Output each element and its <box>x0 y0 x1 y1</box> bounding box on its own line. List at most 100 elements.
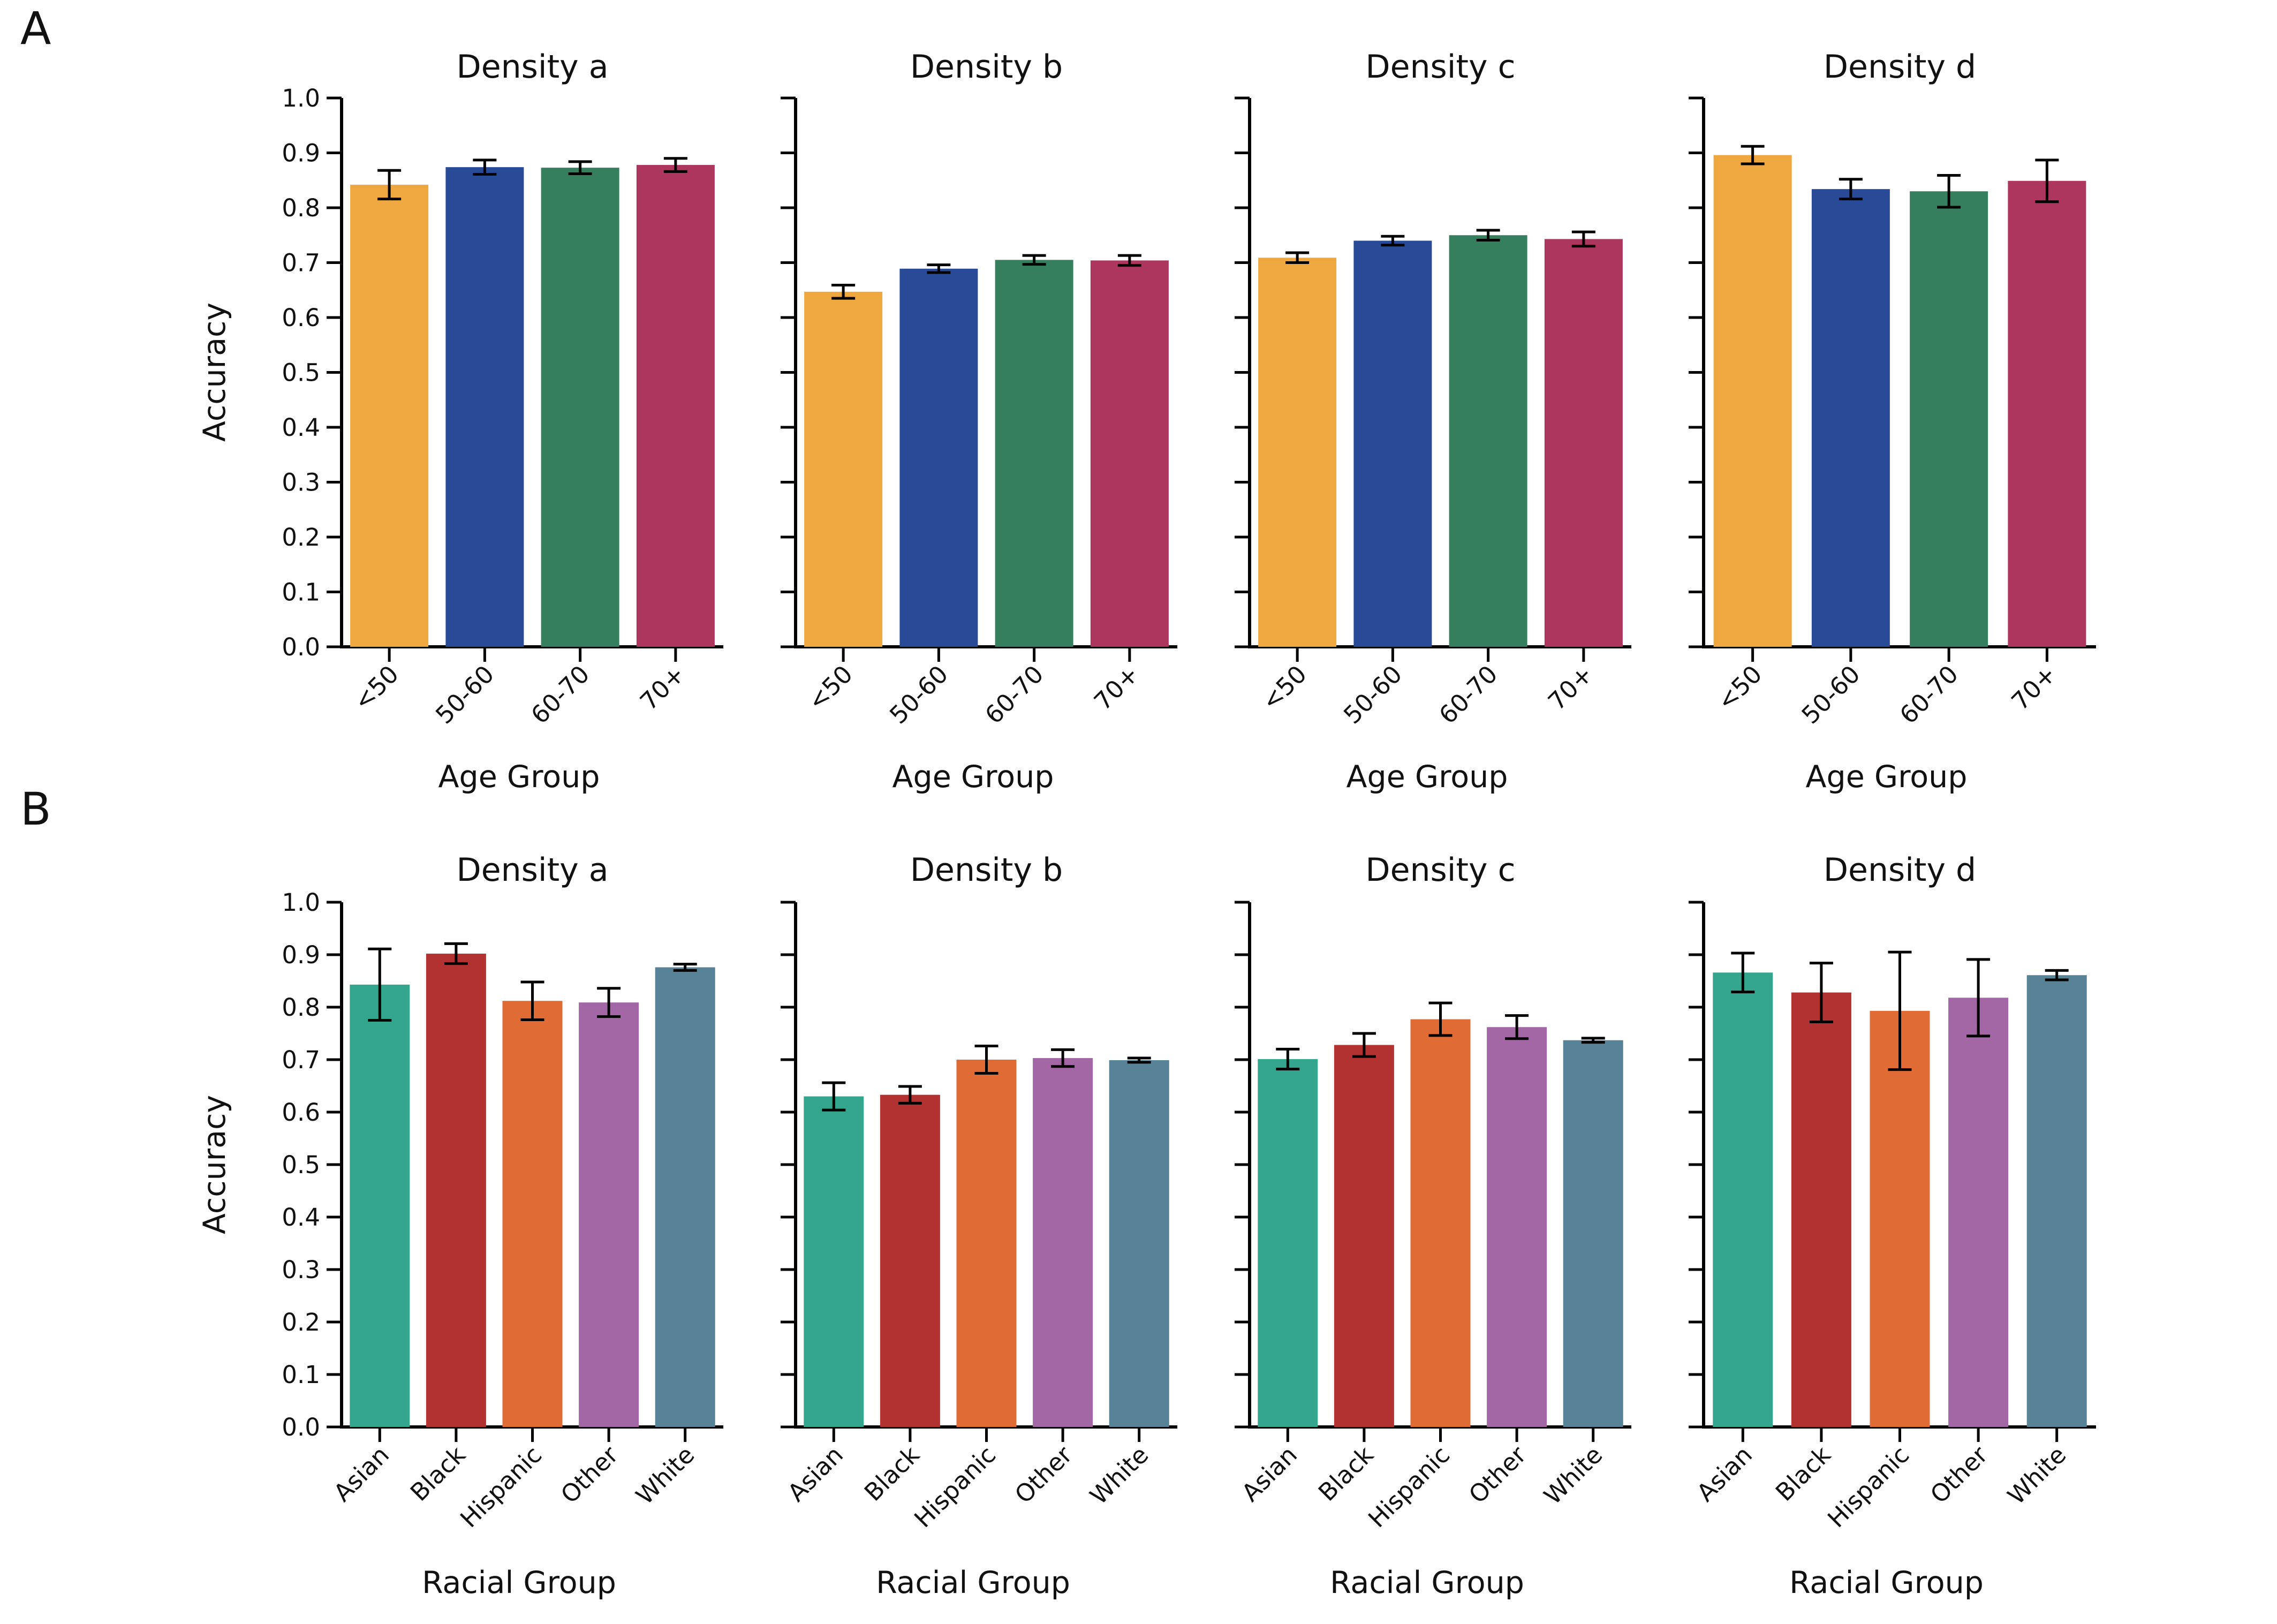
y-tick-label: 0.3 <box>282 1256 320 1284</box>
bar <box>579 1002 639 1427</box>
bar <box>1544 239 1623 647</box>
bar <box>350 184 429 647</box>
subplot-A-2: Density b <50 50-60 60-70 70+ Age Group <box>781 48 1177 795</box>
subplot-title: Density d <box>1824 851 1976 889</box>
y-tick-label: 0.8 <box>282 194 320 222</box>
x-tick-label: Hispanic <box>1363 1440 1455 1533</box>
x-axis-title: Racial Group <box>876 1565 1070 1600</box>
x-axis-title: Age Group <box>1346 759 1508 795</box>
x-axis-title: Racial Group <box>1330 1565 1524 1600</box>
x-tick-label: White <box>1084 1440 1154 1510</box>
bar <box>899 268 978 647</box>
bar <box>655 967 715 1427</box>
chart-root: A Accuracy Density a 0.0 0.1 0.2 0.3 0.4 0.5 0.6 0… <box>20 2 2096 1600</box>
bar <box>426 954 486 1427</box>
x-tick-label: Hispanic <box>455 1440 547 1533</box>
bar <box>502 1001 563 1427</box>
y-tick-label: 0.9 <box>282 139 320 168</box>
subplot-title: Density b <box>910 851 1063 889</box>
y-tick-label: 0.5 <box>282 359 320 387</box>
bar <box>804 1096 864 1427</box>
x-tick-label: White <box>630 1440 700 1510</box>
x-tick-label: Black <box>1770 1440 1836 1507</box>
x-tick-label: Black <box>405 1440 471 1507</box>
x-tick-label: 60-70 <box>979 660 1049 729</box>
panel-letter: B <box>20 783 51 835</box>
x-tick-label: 60-70 <box>1894 660 1964 729</box>
x-tick-label: Other <box>1009 1440 1078 1509</box>
subplot-A-3: Density c <50 50-60 60-70 70+ Age Group <box>1235 48 1631 795</box>
x-tick-label: Other <box>1463 1440 1532 1509</box>
bar <box>1449 235 1527 647</box>
bar <box>1713 972 1773 1427</box>
y-tick-label: 0.6 <box>282 1098 320 1127</box>
y-tick-label: 0.0 <box>282 1413 320 1441</box>
bar <box>541 168 619 647</box>
bar <box>1033 1058 1093 1427</box>
x-axis-title: Age Group <box>892 759 1054 795</box>
y-tick-label: 0.7 <box>282 1046 320 1074</box>
y-tick-label: 0.1 <box>282 1361 320 1389</box>
x-tick-label: 70+ <box>1542 660 1599 716</box>
x-tick-label: Asian <box>1691 1440 1758 1507</box>
x-tick-label: 50-60 <box>430 660 500 729</box>
x-axis-title: Racial Group <box>422 1565 616 1600</box>
bar <box>2026 975 2087 1427</box>
x-tick-label: 50-60 <box>884 660 954 729</box>
bar <box>956 1060 1017 1427</box>
x-tick-label: <50 <box>1712 660 1768 716</box>
y-tick-label: 0.2 <box>282 523 320 552</box>
subplot-title: Density a <box>457 48 609 86</box>
bar <box>350 984 410 1427</box>
y-tick-label: 0.4 <box>282 413 320 442</box>
y-tick-label: 1.0 <box>282 84 320 112</box>
y-tick-label: 0.3 <box>282 469 320 497</box>
y-axis-title: Accuracy <box>197 303 232 442</box>
bar <box>1258 258 1337 647</box>
bar <box>636 165 715 647</box>
bar <box>1353 240 1432 647</box>
bar <box>1410 1019 1471 1427</box>
subplot-B-1: Density a 0.0 0.1 0.2 0.3 0.4 0.5 0.6 0.7 0.8 0.9 1… <box>282 851 723 1600</box>
y-tick-label: 0.8 <box>282 993 320 1022</box>
y-tick-label: 0.7 <box>282 249 320 277</box>
x-axis-title: Racial Group <box>1789 1565 1984 1600</box>
bar <box>1948 998 2009 1427</box>
x-tick-label: Asian <box>782 1440 849 1507</box>
bar <box>1811 189 1890 647</box>
x-tick-label: 70+ <box>2006 660 2062 716</box>
x-tick-label: White <box>2002 1440 2071 1510</box>
bar <box>1563 1040 1623 1427</box>
x-tick-label: <50 <box>802 660 858 716</box>
panel-A: A Accuracy Density a 0.0 0.1 0.2 0.3 0.4 0.5 0.6 0… <box>20 2 2096 795</box>
x-tick-label: 50-60 <box>1796 660 1866 729</box>
bar <box>1090 260 1169 647</box>
x-tick-label: Black <box>859 1440 925 1507</box>
subplot-title: Density c <box>1365 851 1515 889</box>
x-axis-title: Age Group <box>438 759 600 795</box>
bar <box>804 291 883 647</box>
subplot-title: Density a <box>457 851 609 889</box>
x-tick-label: Hispanic <box>1822 1440 1915 1533</box>
panel-B: B Accuracy Density a 0.0 0.1 0.2 0.3 0.4 0.5 0.6 0… <box>20 783 2096 1600</box>
bar <box>1870 1010 1930 1427</box>
subplot-A-4: Density d <50 50-60 60-70 70+ Age Group <box>1689 48 2096 795</box>
bar <box>1258 1059 1318 1427</box>
bar <box>880 1094 940 1427</box>
x-tick-label: Other <box>1925 1440 1993 1509</box>
subplot-title: Density c <box>1365 48 1515 86</box>
subplot-title: Density b <box>910 48 1063 86</box>
y-tick-label: 0.2 <box>282 1308 320 1336</box>
panel-letter: A <box>20 2 51 55</box>
y-tick-label: 1.0 <box>282 888 320 917</box>
bar <box>1334 1045 1394 1427</box>
y-tick-label: 0.1 <box>282 578 320 607</box>
x-axis-title: Age Group <box>1806 759 1968 795</box>
x-tick-label: <50 <box>348 660 404 716</box>
y-tick-label: 0.9 <box>282 941 320 969</box>
y-axis-title: Accuracy <box>197 1095 232 1234</box>
